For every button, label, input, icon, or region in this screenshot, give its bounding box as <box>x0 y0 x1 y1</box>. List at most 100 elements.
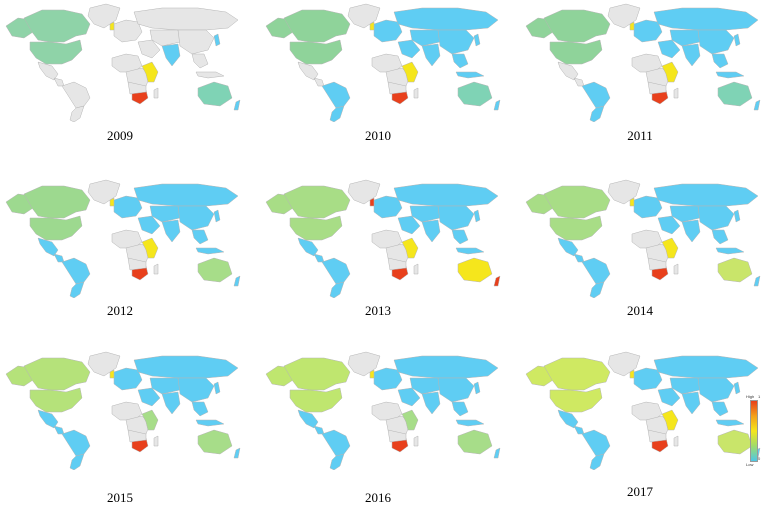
world-map <box>5 351 241 470</box>
region-china <box>177 377 215 403</box>
region-central <box>573 425 585 435</box>
color-legend: High 1 0 Low <box>746 392 770 472</box>
region-russia <box>133 7 239 31</box>
region-eastafrica <box>141 237 159 259</box>
region-eastafrica <box>401 61 419 83</box>
world-map <box>5 3 241 122</box>
region-usa <box>549 215 603 241</box>
year-label-2014: 2014 <box>627 303 653 318</box>
region-uk <box>629 197 635 207</box>
region-centralasia <box>409 377 441 395</box>
world-map <box>265 3 501 122</box>
region-russia <box>393 183 499 207</box>
region-canada <box>283 185 351 219</box>
region-india <box>161 391 181 415</box>
region-russia <box>653 183 759 207</box>
map-panel-2014 <box>522 178 762 298</box>
region-australia <box>717 257 753 283</box>
region-southam1 <box>61 257 91 285</box>
region-central <box>573 253 585 263</box>
region-russia <box>133 355 239 379</box>
region-australia <box>197 257 233 283</box>
region-indonesia <box>195 419 225 427</box>
region-usa <box>549 387 603 413</box>
region-canada <box>283 9 351 43</box>
region-middleeast <box>397 387 421 407</box>
region-madagascar <box>153 263 159 275</box>
region-seasia <box>451 229 469 245</box>
region-southam2 <box>329 105 345 122</box>
region-middleeast <box>657 215 681 235</box>
map-panel-2015 <box>2 350 242 470</box>
region-china <box>437 205 475 231</box>
region-usa <box>289 39 343 65</box>
region-mexico <box>557 61 579 81</box>
region-mexico <box>297 237 319 257</box>
region-japan <box>213 209 221 223</box>
year-label-2015: 2015 <box>107 490 133 505</box>
region-southam2 <box>589 105 605 122</box>
region-central <box>313 425 325 435</box>
region-mexico <box>37 409 59 429</box>
region-southafrica2 <box>387 257 407 271</box>
region-seasia <box>711 401 729 417</box>
region-japan <box>733 381 741 395</box>
region-centralasia <box>409 29 441 47</box>
region-eastafrica <box>401 409 419 431</box>
region-indonesia <box>455 419 485 427</box>
region-usa <box>289 215 343 241</box>
region-canada <box>543 9 611 43</box>
region-seasia <box>451 401 469 417</box>
region-europe <box>633 195 663 219</box>
region-europe <box>113 19 143 43</box>
region-southam2 <box>69 105 85 122</box>
region-uk <box>369 21 375 31</box>
region-southam2 <box>69 281 85 298</box>
region-seasia <box>711 229 729 245</box>
region-southam1 <box>61 429 91 457</box>
region-canada <box>543 357 611 391</box>
region-southam1 <box>321 257 351 285</box>
region-usa <box>549 39 603 65</box>
region-europe <box>373 367 403 391</box>
legend-low-label: Low <box>746 462 754 467</box>
region-middleeast <box>657 387 681 407</box>
year-label-2016: 2016 <box>365 490 391 505</box>
region-eastafrica <box>661 237 679 259</box>
region-southafrica2 <box>127 429 147 443</box>
region-india <box>421 43 441 67</box>
legend-min-tick: 0 <box>758 456 761 461</box>
region-australia <box>197 429 233 455</box>
region-uk <box>109 197 115 207</box>
region-southam2 <box>329 281 345 298</box>
region-seasia <box>191 229 209 245</box>
region-centralasia <box>149 377 181 395</box>
region-china <box>697 29 735 55</box>
region-canada <box>23 357 91 391</box>
region-australia <box>717 81 753 107</box>
region-europe <box>373 195 403 219</box>
region-india <box>421 219 441 243</box>
region-japan <box>733 209 741 223</box>
region-eastafrica <box>141 61 159 83</box>
year-label-2011: 2011 <box>627 128 653 143</box>
year-label-2009: 2009 <box>107 128 133 143</box>
region-madagascar <box>673 263 679 275</box>
region-canada <box>23 185 91 219</box>
region-madagascar <box>413 435 419 447</box>
region-madagascar <box>413 87 419 99</box>
region-indonesia <box>715 71 745 79</box>
world-map <box>5 179 241 298</box>
region-southam1 <box>61 81 91 109</box>
world-map <box>265 179 501 298</box>
region-centralasia <box>149 29 181 47</box>
region-southafrica2 <box>387 81 407 95</box>
region-eastafrica <box>661 61 679 83</box>
region-mexico <box>37 237 59 257</box>
region-uk <box>109 21 115 31</box>
region-usa <box>29 215 83 241</box>
region-madagascar <box>153 435 159 447</box>
region-india <box>681 391 701 415</box>
region-southam2 <box>329 453 345 470</box>
region-china <box>177 29 215 55</box>
